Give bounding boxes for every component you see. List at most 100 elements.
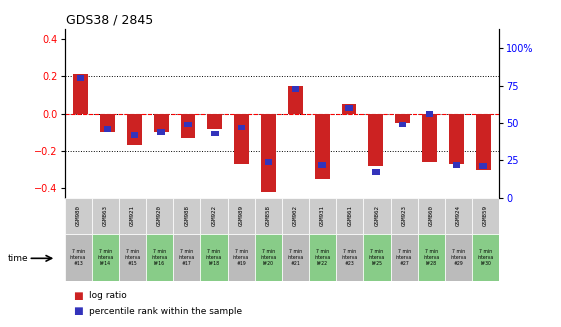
Bar	[315, 113, 329, 179]
Bar	[309, 234, 336, 281]
Bar	[154, 113, 168, 132]
Bar	[396, 113, 410, 123]
Bar	[173, 234, 200, 281]
Bar	[418, 234, 445, 281]
Bar	[342, 104, 356, 113]
Text: 7 min
interva
#23: 7 min interva #23	[342, 249, 358, 266]
Bar	[453, 162, 460, 168]
Bar	[146, 198, 173, 234]
Bar	[234, 113, 249, 164]
Text: GSM860: GSM860	[429, 205, 434, 226]
Bar	[228, 198, 255, 234]
Bar	[228, 234, 255, 281]
Text: GSM924: GSM924	[456, 205, 461, 226]
Bar	[449, 113, 464, 164]
Bar	[480, 164, 487, 169]
Bar	[292, 86, 299, 92]
Text: 7 min
interva
l#22: 7 min interva l#22	[315, 249, 331, 266]
Bar	[288, 86, 303, 113]
Bar	[336, 234, 364, 281]
Text: GSM922: GSM922	[211, 205, 217, 226]
Text: 7 min
interva
l#25: 7 min interva l#25	[369, 249, 385, 266]
Text: GSM902: GSM902	[293, 205, 298, 226]
Bar	[200, 234, 228, 281]
Bar	[211, 130, 219, 136]
Text: GSM861: GSM861	[347, 205, 352, 226]
Text: 7 min
interva
#21: 7 min interva #21	[287, 249, 304, 266]
Bar	[127, 113, 142, 146]
Bar	[445, 198, 472, 234]
Text: 7 min
interva
l#18: 7 min interva l#18	[206, 249, 222, 266]
Bar	[399, 122, 406, 128]
Bar	[100, 113, 115, 132]
Bar	[184, 122, 192, 128]
Bar	[422, 113, 437, 162]
Bar	[472, 234, 499, 281]
Text: ■: ■	[73, 291, 82, 301]
Bar	[369, 113, 383, 166]
Bar	[345, 105, 353, 111]
Text: 7 min
interva
#27: 7 min interva #27	[396, 249, 412, 266]
Bar	[181, 113, 195, 138]
Bar	[390, 234, 418, 281]
Text: 7 min
interva
l#14: 7 min interva l#14	[97, 249, 113, 266]
Bar	[208, 113, 222, 129]
Bar	[261, 113, 276, 192]
Bar	[309, 198, 336, 234]
Text: GSM988: GSM988	[185, 205, 189, 226]
Bar	[319, 162, 326, 168]
Bar	[472, 198, 499, 234]
Bar	[255, 198, 282, 234]
Bar	[426, 111, 433, 117]
Bar	[65, 234, 91, 281]
Text: 7 min
interva
l#30: 7 min interva l#30	[477, 249, 494, 266]
Bar	[238, 125, 245, 130]
Text: GSM931: GSM931	[320, 205, 325, 226]
Bar	[119, 234, 146, 281]
Text: 7 min
interva
l#20: 7 min interva l#20	[260, 249, 277, 266]
Bar	[158, 129, 165, 135]
Text: GSM863: GSM863	[103, 205, 108, 226]
Bar	[476, 113, 490, 170]
Bar	[65, 198, 91, 234]
Text: percentile rank within the sample: percentile rank within the sample	[89, 307, 242, 316]
Bar	[390, 198, 418, 234]
Text: GSM989: GSM989	[238, 205, 243, 226]
Text: 7 min
interva
#15: 7 min interva #15	[125, 249, 140, 266]
Text: GDS38 / 2845: GDS38 / 2845	[66, 14, 154, 27]
Bar	[104, 126, 111, 132]
Bar	[265, 159, 272, 165]
Text: 7 min
interva
l#28: 7 min interva l#28	[424, 249, 439, 266]
Bar	[173, 198, 200, 234]
Bar	[364, 234, 390, 281]
Bar	[418, 198, 445, 234]
Bar	[336, 198, 364, 234]
Bar	[146, 234, 173, 281]
Bar	[77, 75, 84, 81]
Bar	[255, 234, 282, 281]
Text: ■: ■	[73, 306, 82, 316]
Bar	[119, 198, 146, 234]
Text: GSM921: GSM921	[130, 205, 135, 226]
Bar	[364, 198, 390, 234]
Bar	[131, 132, 138, 138]
Text: 7 min
interva
#17: 7 min interva #17	[179, 249, 195, 266]
Text: log ratio: log ratio	[89, 291, 126, 301]
Text: 7 min
interva
#29: 7 min interva #29	[450, 249, 467, 266]
Bar	[73, 74, 88, 113]
Text: time: time	[7, 254, 28, 263]
Bar	[445, 234, 472, 281]
Bar	[91, 234, 119, 281]
Text: 7 min
interva
#13: 7 min interva #13	[70, 249, 86, 266]
Text: 7 min
interva
#19: 7 min interva #19	[233, 249, 249, 266]
Text: GSM858: GSM858	[266, 205, 271, 226]
Text: GSM923: GSM923	[402, 205, 407, 226]
Text: GSM862: GSM862	[375, 205, 379, 226]
Bar	[200, 198, 228, 234]
Text: 7 min
interva
l#16: 7 min interva l#16	[151, 249, 168, 266]
Text: GSM980: GSM980	[76, 205, 81, 226]
Text: GSM859: GSM859	[483, 205, 488, 226]
Bar	[282, 234, 309, 281]
Bar	[372, 169, 380, 175]
Text: GSM920: GSM920	[157, 205, 162, 226]
